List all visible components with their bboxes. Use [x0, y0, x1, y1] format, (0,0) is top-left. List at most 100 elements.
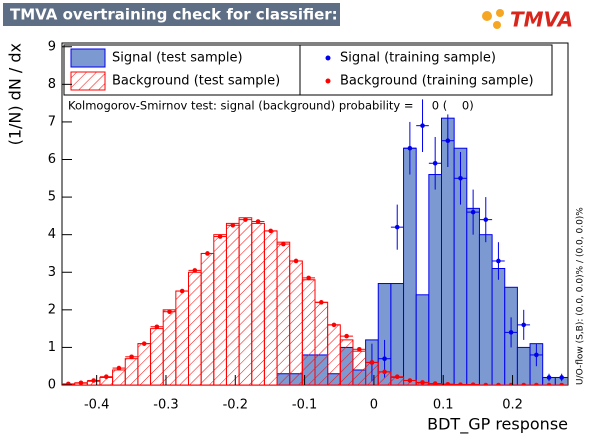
legend-label: Background (training sample) — [340, 74, 534, 89]
marker — [319, 300, 324, 305]
x-tick-label: -0.1 — [292, 398, 317, 413]
x-tick-label: -0.2 — [223, 398, 248, 413]
legend-label: Signal (test sample) — [112, 51, 243, 66]
bar — [491, 267, 506, 385]
legend-label: Signal (training sample) — [340, 51, 496, 66]
x-tick-label: -0.3 — [153, 398, 178, 413]
marker — [382, 356, 387, 361]
chart-title: TMVA overtraining check for classifier: … — [10, 6, 408, 24]
y-tick-label: 7 — [48, 114, 56, 129]
y-tick-label: 2 — [48, 302, 56, 317]
point — [352, 346, 366, 352]
point — [365, 360, 379, 365]
marker — [407, 145, 413, 151]
legend-swatch — [70, 48, 106, 68]
point — [327, 322, 341, 328]
point — [403, 378, 417, 383]
legend-swatch — [70, 71, 106, 91]
marker — [369, 360, 375, 365]
marker — [521, 322, 527, 328]
marker — [559, 375, 564, 380]
bar — [339, 339, 354, 385]
bar — [200, 252, 215, 385]
marker — [407, 378, 413, 383]
point — [112, 365, 126, 371]
bar — [137, 343, 152, 385]
bar — [225, 222, 240, 385]
annotation: Kolmogorov-Smirnov test: signal (backgro… — [68, 99, 474, 113]
marker — [534, 382, 539, 385]
legend: Signal (test sample) Background (test sa… — [63, 44, 553, 96]
point — [416, 380, 429, 385]
marker — [432, 160, 438, 166]
marker — [91, 378, 96, 383]
marker — [66, 381, 71, 385]
marker — [179, 288, 185, 294]
bar — [150, 328, 164, 385]
point — [125, 354, 138, 360]
point — [390, 204, 404, 250]
bar — [516, 346, 531, 385]
marker — [306, 275, 311, 281]
point — [492, 382, 505, 385]
point — [340, 333, 353, 339]
marker — [445, 138, 451, 144]
y-tick-label: 8 — [48, 77, 56, 92]
marker — [496, 258, 501, 264]
marker — [470, 382, 476, 385]
point — [213, 234, 227, 239]
marker — [546, 375, 552, 380]
point — [87, 378, 100, 383]
marker — [331, 322, 337, 328]
x-tick-label: 0.2 — [502, 398, 523, 413]
point — [390, 374, 404, 380]
marker — [521, 382, 527, 385]
point — [302, 275, 315, 281]
marker — [281, 241, 286, 247]
marker — [268, 228, 274, 234]
point — [555, 382, 568, 385]
point — [226, 222, 240, 228]
point — [530, 382, 543, 385]
point — [428, 136, 442, 190]
point — [277, 241, 290, 247]
marker — [559, 382, 564, 385]
point — [150, 324, 164, 330]
bar — [251, 222, 265, 385]
marker — [394, 224, 400, 230]
point — [517, 309, 531, 340]
bar — [466, 207, 480, 385]
bar — [112, 369, 126, 385]
marker — [394, 374, 400, 380]
x-tick-label: 0.1 — [433, 398, 454, 413]
marker — [470, 209, 476, 215]
point — [479, 197, 493, 243]
marker — [432, 381, 438, 385]
bar — [415, 294, 430, 385]
point — [542, 373, 556, 382]
marker — [255, 219, 261, 224]
point — [289, 258, 303, 264]
bar — [175, 290, 190, 385]
point — [403, 121, 417, 175]
point — [264, 228, 278, 234]
bar — [276, 241, 291, 385]
marker — [546, 382, 552, 385]
point — [251, 219, 265, 224]
marker — [496, 382, 501, 385]
point — [504, 317, 518, 348]
point — [466, 189, 480, 235]
y-tick-label: 0 — [48, 378, 56, 393]
point — [74, 380, 88, 385]
point — [137, 341, 151, 346]
marker — [508, 330, 514, 335]
y-axis-label: (1/N) dN / dx — [6, 43, 25, 145]
side-note: U/O-flow (S,B): (0.0, 0.0)% / (0.0, 0.0)… — [576, 207, 586, 385]
y-tick-label: 6 — [48, 152, 56, 167]
legend-swatch — [325, 78, 331, 84]
bar — [428, 174, 443, 385]
marker — [445, 381, 451, 385]
marker — [192, 268, 198, 273]
title-box — [3, 3, 340, 26]
